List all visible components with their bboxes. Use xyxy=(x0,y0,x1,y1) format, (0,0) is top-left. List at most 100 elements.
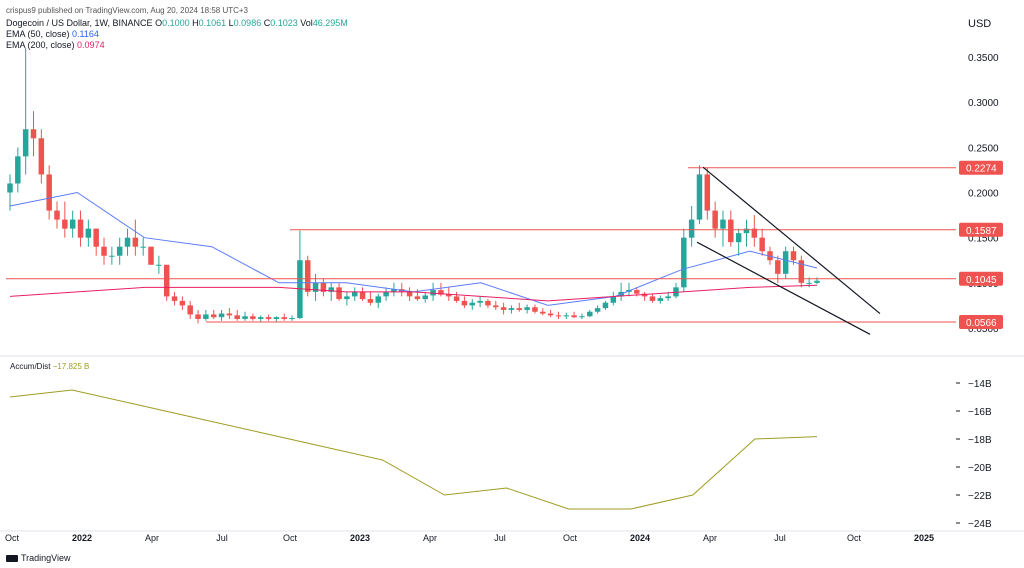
ad-tick-label: −24B xyxy=(968,519,992,530)
candle-body xyxy=(257,317,264,319)
candle-body xyxy=(304,260,311,292)
time-tick-label: Oct xyxy=(283,533,298,543)
candle-body xyxy=(328,287,334,292)
ohlc-value-l: 0.0986 xyxy=(233,18,262,28)
candle-body xyxy=(485,300,491,306)
level-tag xyxy=(959,315,1003,330)
candle-body xyxy=(77,219,84,238)
candle-body xyxy=(226,313,233,316)
time-tick-label: 2024 xyxy=(630,533,650,543)
ad-tick-label: −18B xyxy=(968,435,992,446)
candle-body xyxy=(665,296,671,299)
candle-body xyxy=(547,313,554,316)
candle-body xyxy=(375,296,381,303)
price-tick-label: 0.3000 xyxy=(968,98,999,109)
accum-dist-line xyxy=(9,389,818,510)
ohlc-value-h: 0.1061 xyxy=(198,18,227,28)
candle-body xyxy=(688,219,695,238)
candle-body xyxy=(171,296,178,301)
time-tick-label: Oct xyxy=(563,533,578,543)
wedge-upper-line xyxy=(702,166,881,315)
level-tag xyxy=(959,160,1003,175)
accum-dist-legend: Accum/Dist −17.825 B xyxy=(10,362,89,371)
candle-body xyxy=(22,129,29,157)
candle-body xyxy=(712,210,718,229)
ohlc-key-h: H xyxy=(189,18,199,28)
candle-body xyxy=(516,308,523,310)
time-tick-label: 2022 xyxy=(72,533,92,543)
candle-body xyxy=(649,296,656,301)
ema200-value: 0.0974 xyxy=(77,40,105,50)
candle-body xyxy=(532,307,538,312)
candle-body xyxy=(101,246,107,256)
candle-body xyxy=(555,315,562,317)
level-tag-text: 0.1045 xyxy=(966,275,997,286)
ad-tick-label: −14B xyxy=(968,379,992,390)
time-tick-label: Oct xyxy=(847,533,862,543)
publish-attribution: crispus9 published on TradingView.com, A… xyxy=(6,6,249,15)
ohlc-key-o: O xyxy=(155,18,163,28)
candle-body xyxy=(46,174,52,211)
candle-body xyxy=(367,299,374,303)
time-tick-label: Oct xyxy=(5,533,20,543)
candle-body xyxy=(344,296,350,300)
candle-body xyxy=(93,228,99,247)
candle-body xyxy=(62,219,68,229)
candle-body xyxy=(15,156,21,184)
symbol-title: Dogecoin / US Dollar, 1W, BINANCE xyxy=(6,18,153,28)
wedge-lower-line xyxy=(696,241,871,335)
currency-label[interactable]: USD xyxy=(968,18,992,30)
candle-body xyxy=(728,219,734,243)
time-tick-label: Jul xyxy=(494,533,506,543)
ema50-label: EMA (50, close) xyxy=(6,29,70,39)
candle-body xyxy=(610,296,617,303)
candle-body xyxy=(657,298,664,301)
price-tick-label: 0.2000 xyxy=(968,189,999,200)
candle-body xyxy=(782,251,789,274)
candle-body xyxy=(312,282,319,292)
candle-body xyxy=(743,228,750,234)
candle-body xyxy=(336,287,342,300)
candle-body xyxy=(218,313,225,318)
tradingview-logo-icon xyxy=(6,554,18,562)
price-tick-label: 0.0500 xyxy=(968,324,999,335)
candle-body xyxy=(140,246,146,248)
candle-body xyxy=(720,219,726,229)
ohlc-key-c: C xyxy=(261,18,271,28)
candle-body xyxy=(751,228,758,238)
candle-body xyxy=(493,305,499,308)
level-tag-text: 0.2274 xyxy=(966,164,997,175)
candle-body xyxy=(265,317,272,319)
accum-dist-label: Accum/Dist xyxy=(10,362,51,371)
candle-body xyxy=(273,317,280,319)
candle-body xyxy=(359,291,366,300)
candle-body xyxy=(351,291,358,297)
candle-body xyxy=(446,294,452,297)
candle-body xyxy=(759,237,765,252)
footer-brand[interactable]: TradingView xyxy=(6,553,71,563)
price-tick-label: 0.2500 xyxy=(968,143,999,154)
candle-body xyxy=(281,317,287,319)
candle-body xyxy=(85,228,92,238)
candle-body xyxy=(602,302,609,309)
candle-body xyxy=(187,305,193,315)
candle-body xyxy=(814,280,820,283)
candle-body xyxy=(806,282,812,284)
time-tick-label: Apr xyxy=(145,533,159,543)
ema200-legend-row: EMA (200, close) 0.0974 xyxy=(6,40,348,51)
candle-body xyxy=(798,260,805,283)
candle-body xyxy=(383,291,389,297)
candle-body xyxy=(69,219,76,229)
ohlc-key-vol: Vol xyxy=(297,18,313,28)
level-tag-text: 0.0566 xyxy=(966,318,997,329)
ema50-legend-row: EMA (50, close) 0.1164 xyxy=(6,29,348,40)
candle-body xyxy=(438,290,444,295)
candle-body xyxy=(124,237,131,247)
candle-body xyxy=(210,314,217,318)
candle-body xyxy=(195,314,201,319)
candle-body xyxy=(594,308,601,312)
time-tick-label: Apr xyxy=(703,533,717,543)
accum-dist-value: −17.825 B xyxy=(52,362,90,371)
candle-body xyxy=(406,291,413,297)
